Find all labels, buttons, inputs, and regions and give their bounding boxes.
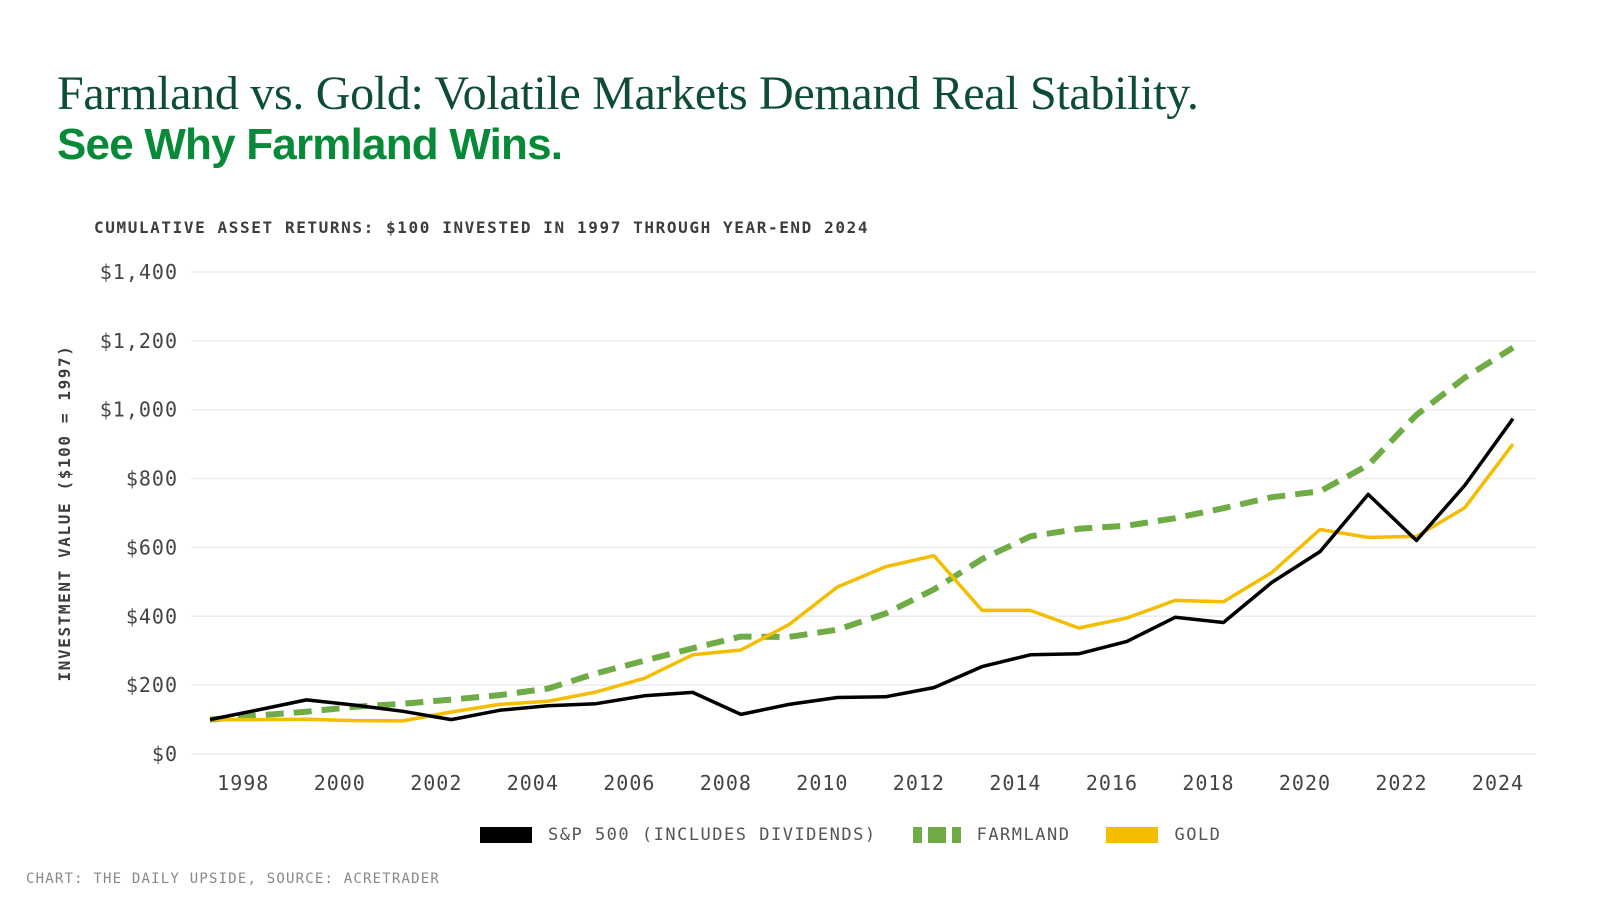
x-tick-label: 2024 — [1472, 771, 1524, 795]
legend-item-gold: GOLD — [1106, 825, 1221, 845]
legend: S&P 500 (INCLUDES DIVIDENDS) FARMLAND GO… — [480, 825, 1257, 845]
x-tick-label: 2020 — [1279, 771, 1331, 795]
y-tick-label: $1,200 — [100, 329, 178, 353]
series-line-sp — [209, 417, 1515, 722]
x-tick-label: 2006 — [603, 771, 655, 795]
chart-title: CUMULATIVE ASSET RETURNS: $100 INVESTED … — [94, 218, 870, 237]
series-line-farmland — [209, 345, 1515, 723]
y-tick-label: $600 — [126, 535, 178, 559]
legend-label-farmland: FARMLAND — [976, 825, 1071, 845]
x-tick-label: 2016 — [1086, 771, 1138, 795]
legend-label-sp500: S&P 500 (INCLUDES DIVIDENDS) — [548, 825, 877, 845]
y-axis-ticks: $0 $200 $400 $600 $800 $1,000 $1,200 $1,400 — [100, 260, 178, 766]
legend-item-farmland: FARMLAND — [912, 825, 1071, 845]
y-tick-label: $1,000 — [100, 398, 178, 422]
y-tick-label: $400 — [126, 604, 178, 628]
source-footer: CHART: THE DAILY UPSIDE, SOURCE: ACRETRA… — [26, 871, 441, 887]
page-subtitle: See Why Farmland Wins. — [57, 120, 563, 169]
x-tick-label: 2004 — [507, 771, 559, 795]
y-axis-title: INVESTMENT VALUE ($100 = 1997) — [55, 345, 74, 682]
x-tick-label: 2014 — [989, 771, 1041, 795]
legend-item-sp500: S&P 500 (INCLUDES DIVIDENDS) — [480, 825, 877, 845]
legend-swatch-gold — [1106, 827, 1159, 843]
x-tick-label: 2018 — [1182, 771, 1234, 795]
x-tick-label: 2002 — [410, 771, 462, 795]
page-title: Farmland vs. Gold: Volatile Markets Dema… — [57, 67, 1199, 120]
gridlines — [191, 271, 1536, 755]
x-tick-label: 2008 — [700, 771, 752, 795]
legend-swatch-sp500 — [480, 827, 532, 843]
legend-swatch-farmland — [912, 827, 961, 843]
series-lines — [209, 345, 1515, 723]
y-tick-label: $800 — [126, 467, 178, 491]
x-tick-label: 2012 — [893, 771, 945, 795]
legend-label-gold: GOLD — [1174, 825, 1222, 845]
y-tick-label: $0 — [152, 742, 178, 766]
series-line-gold — [210, 443, 1515, 723]
x-tick-label: 2010 — [796, 771, 848, 795]
y-tick-label: $1,400 — [100, 260, 178, 284]
x-tick-label: 2022 — [1375, 771, 1427, 795]
x-axis-ticks: 1998 2000 2002 2004 2006 2008 2010 2012 2014 2016… — [217, 771, 1524, 795]
x-tick-label: 2000 — [314, 771, 366, 795]
x-tick-label: 1998 — [217, 771, 269, 795]
y-tick-label: $200 — [126, 673, 178, 697]
